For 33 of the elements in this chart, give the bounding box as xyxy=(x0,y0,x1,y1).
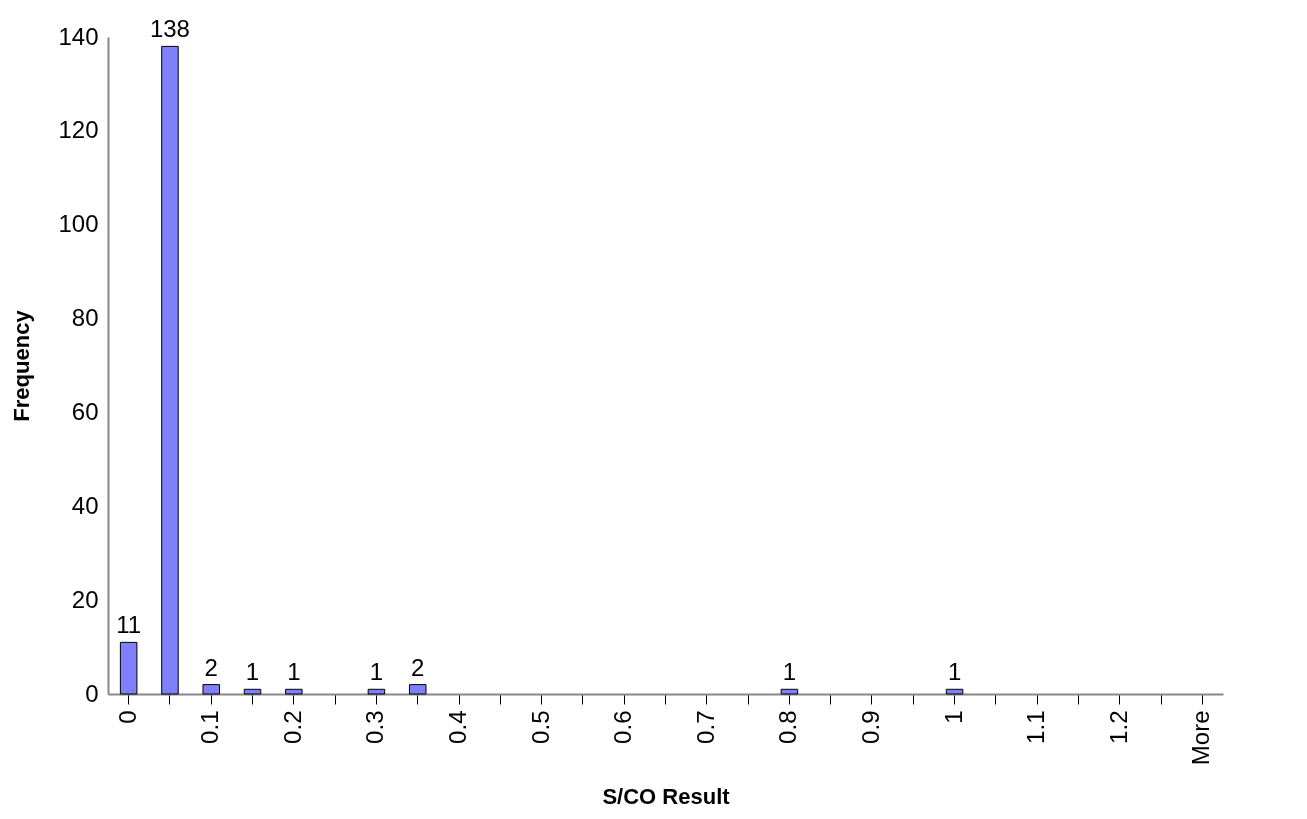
x-tick-label: 0.6 xyxy=(609,710,637,744)
y-tick-label: 120 xyxy=(58,116,99,144)
x-tick-label: 1.2 xyxy=(1104,710,1132,744)
x-tick-label: 0.8 xyxy=(774,710,802,744)
y-tick-label: 100 xyxy=(58,210,99,238)
x-tick-label: 0.5 xyxy=(526,710,554,744)
y-axis-title: Frequency xyxy=(9,309,35,422)
data-label: 2 xyxy=(204,653,218,681)
x-tick-label: 0.7 xyxy=(691,710,719,744)
y-tick-label: 40 xyxy=(71,491,99,519)
x-tick-label: 0.2 xyxy=(278,710,306,744)
x-axis-title: S/CO Result xyxy=(602,784,731,810)
y-tick-label: 80 xyxy=(71,304,99,332)
y-tick-label: 60 xyxy=(71,397,99,425)
x-tick-label: 0.1 xyxy=(196,710,224,744)
y-tick-label: 140 xyxy=(58,22,99,50)
x-tick-label: 0.4 xyxy=(444,710,472,744)
x-tick-label: 0 xyxy=(113,710,141,724)
y-tick-label: 0 xyxy=(85,679,99,707)
data-label: 138 xyxy=(149,15,190,43)
x-tick-label: 0.3 xyxy=(361,710,389,744)
x-tick-label: 0.9 xyxy=(856,710,884,744)
data-label: 1 xyxy=(245,658,260,686)
data-label: 1 xyxy=(947,658,962,686)
y-tick-label: 20 xyxy=(71,585,99,613)
x-tick-label: More xyxy=(1187,710,1215,766)
x-tick-label: 1 xyxy=(939,710,967,724)
x-tick-label: 1.1 xyxy=(1022,710,1050,744)
data-label: 2 xyxy=(411,653,425,681)
data-label: 1 xyxy=(782,658,797,686)
data-label: 1 xyxy=(287,658,301,686)
data-label: 11 xyxy=(116,611,142,639)
data-label: 1 xyxy=(369,658,384,686)
